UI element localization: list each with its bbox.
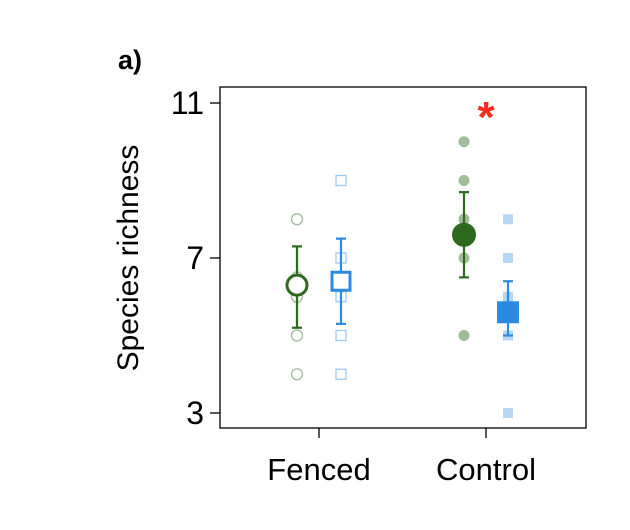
x-tick-label-fenced: Fenced bbox=[267, 452, 370, 487]
significance-star-0: * bbox=[477, 93, 495, 142]
mean-marker-green-fenced bbox=[285, 273, 309, 297]
point-blue-control-5 bbox=[503, 408, 513, 418]
mean-marker-green-control bbox=[452, 222, 476, 247]
y-tick-label-7: 7 bbox=[186, 240, 204, 276]
point-green-control-0 bbox=[458, 136, 470, 148]
plot-frame bbox=[219, 86, 587, 429]
point-green-fenced-4 bbox=[290, 368, 304, 381]
point-green-fenced-0 bbox=[290, 213, 304, 226]
point-blue-fenced-5 bbox=[335, 368, 347, 380]
panel-label: a) bbox=[118, 45, 143, 75]
point-green-fenced-3 bbox=[290, 329, 304, 342]
mean-marker-blue-control bbox=[497, 301, 519, 324]
point-blue-control-0 bbox=[503, 214, 513, 225]
x-tick-label-control: Control bbox=[436, 452, 536, 487]
mean-marker-blue-fenced bbox=[330, 270, 352, 292]
point-blue-control-1 bbox=[503, 253, 513, 263]
point-green-control-5 bbox=[458, 330, 470, 341]
point-blue-fenced-0 bbox=[335, 174, 347, 187]
point-blue-fenced-4 bbox=[335, 329, 347, 342]
y-tick-label-11: 11 bbox=[171, 85, 204, 121]
y-tick-label-3: 3 bbox=[186, 395, 204, 431]
y-axis-label: Species richness bbox=[112, 145, 145, 372]
point-green-control-1 bbox=[458, 175, 470, 186]
